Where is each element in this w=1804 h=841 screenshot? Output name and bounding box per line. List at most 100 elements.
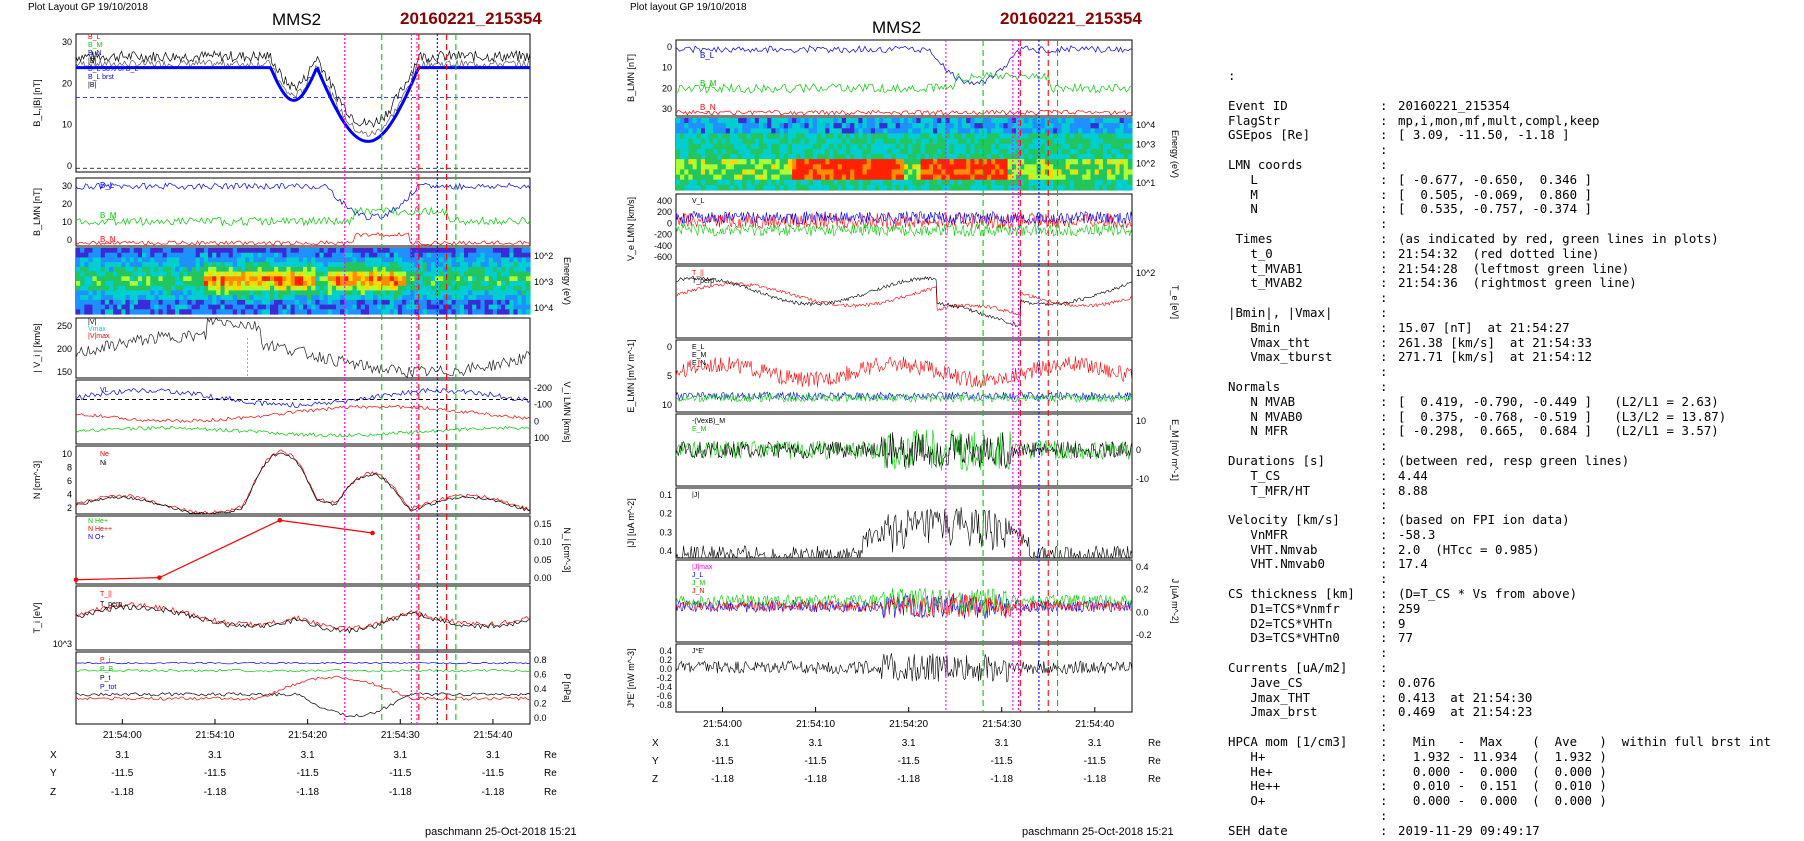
spectro-cell [199,290,205,296]
spectro-cell [729,154,735,160]
spectro-cell [393,285,399,291]
spectro-cell [924,159,930,165]
spectro-cell [237,266,242,273]
spectro-cell [949,184,955,191]
spectro-cell [721,159,727,165]
summary-key: N [1228,202,1258,217]
spectro-cell [249,248,254,254]
spectro-cell [1082,169,1087,176]
left-panel-frame [75,651,531,725]
spectro-cell [278,281,283,287]
spectro-cell [986,123,992,129]
spectro-cell [501,271,506,277]
spectro-cell [676,138,681,145]
spectro-cell [1103,154,1108,160]
spectro-cell [1003,128,1009,134]
spectro-cell [829,138,835,145]
spectro-cell [1015,179,1021,186]
summary-value: [ -0.298, 0.665, 0.684 ] (L2/L1 = 3.57) [1398,424,1719,439]
spectro-cell [80,299,85,306]
spectro-cell [1078,143,1083,150]
spectro-cell [1003,174,1009,181]
summary-key: D3=TCS*VHTn0 [1228,631,1340,646]
spectro-cell [406,248,411,254]
spectro-cell [336,252,341,258]
summary-key: Times [1228,231,1273,246]
spectro-cell [344,304,349,310]
spectro-cell [966,118,971,124]
spectro-cell [705,154,710,160]
spectro-cell [978,154,984,160]
spectro-cell [455,299,461,306]
spectro-cell [331,309,337,315]
spectro-cell [1127,174,1133,181]
spectro-cell [373,252,378,258]
summary-row: Currents [uA/m2]: [1228,660,1798,676]
spectro-cell [879,118,884,124]
summary-value: 15.07 [nT] at 21:54:27 [1398,320,1570,335]
spectro-cell [709,159,714,165]
spectro-cell [393,252,399,258]
spectro-cell [142,248,147,254]
spectro-cell [758,128,764,134]
spectro-cell [468,276,473,282]
spectro-cell [779,123,785,129]
spectro-cell [385,262,391,268]
spectro-cell [315,304,321,310]
spectro-cell [253,252,259,258]
spectro-cell [970,159,975,165]
spectro-cell [121,248,127,254]
spectro-cell [166,266,172,273]
legend-entry: -(VexB)_M [692,418,725,425]
spectro-cell [924,164,930,170]
spectro-cell [725,133,731,140]
summary-row: GSEpos [Re]:[ 3.09, -11.50, -1.18 ] [1228,128,1798,143]
spectro-cell [883,154,888,160]
spectro-cell [1094,169,1100,176]
spectro-cell [303,285,308,291]
spectro-cell [825,143,830,150]
spectro-cell [327,271,333,277]
spectro-cell [373,262,378,268]
spectro-cell [833,159,839,165]
middle-spacecraft-title: MMS2 [872,18,922,37]
spectro-cell [253,285,259,291]
spectro-cell [1057,133,1063,140]
spectro-cell [150,295,155,301]
spectro-cell [734,133,739,140]
spectro-cell [771,123,776,129]
spectro-cell [414,285,420,291]
spectro-cell [916,148,922,155]
spectro-cell [829,118,835,124]
spectro-cell [1057,143,1063,150]
spectro-cell [949,133,955,140]
spectro-cell [170,266,176,273]
spectro-cell [422,304,428,310]
spectro-cell [692,159,698,165]
x-coord-value: 3.1 [486,750,500,761]
spectro-cell [232,262,238,268]
summary-row: O+: 0.000 - 0.000 ( 0.000 ) [1228,793,1798,809]
spectro-cell [286,248,292,254]
spectro-cell [746,179,752,186]
spectro-cell [422,252,428,258]
spectro-cell [1049,143,1054,150]
summary-value: 21:54:32 (red dotted line) [1398,246,1600,261]
summary-key [1228,439,1380,454]
spectro-cell [162,276,168,282]
spectro-cell [879,148,884,155]
spectro-cell [84,281,89,287]
spectro-cell [846,159,851,165]
spectro-cell [385,304,391,310]
spectro-cell [245,285,250,291]
summary-colon: : [1380,615,1388,631]
spectro-cell [771,164,776,170]
summary-key: O+ [1228,794,1266,809]
spectro-cell [966,174,971,181]
spectro-cell [96,276,102,282]
spectro-cell [517,257,523,263]
spectro-cell [991,128,996,134]
spectro-cell [1107,179,1112,186]
spectro-cell [1007,164,1013,170]
spectro-cell [854,133,859,140]
